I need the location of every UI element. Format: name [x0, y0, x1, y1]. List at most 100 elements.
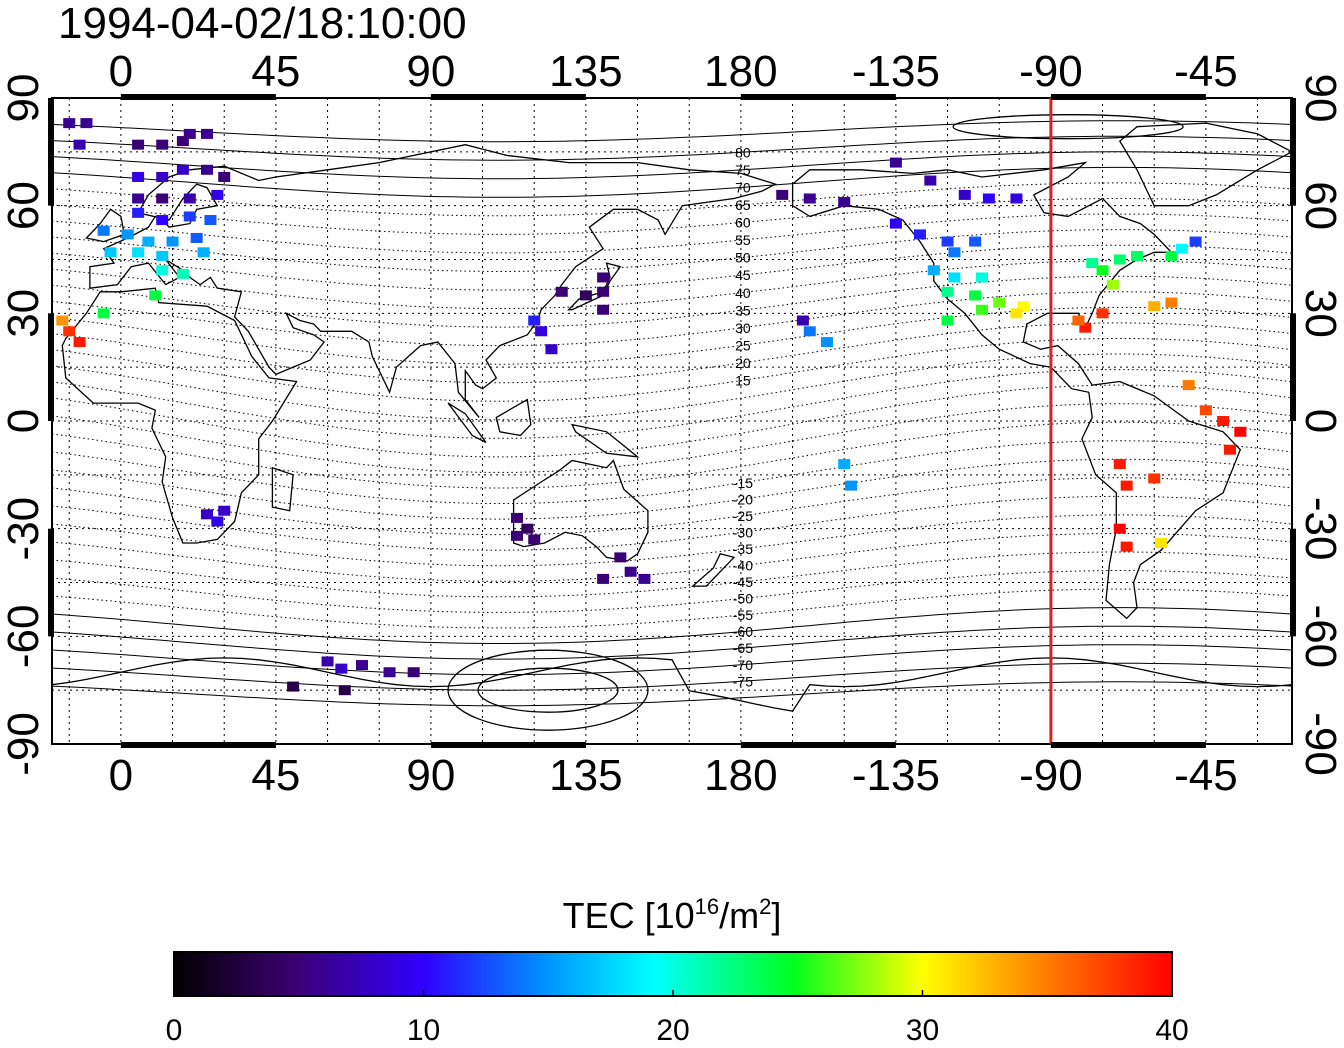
- coastline-path: [61, 287, 298, 544]
- contour-line: [52, 681, 1292, 707]
- tec-point: [218, 171, 231, 182]
- lon-tick-label-top: 135: [549, 47, 622, 96]
- lat-tick-label-right: 0: [1296, 409, 1344, 433]
- tec-point: [218, 505, 231, 516]
- coastline-path: [85, 208, 126, 243]
- tec-point: [1224, 444, 1236, 455]
- contour-line: [52, 607, 1292, 644]
- frame-bar-right: [1290, 313, 1296, 421]
- lon-tick-label-bottom: -90: [1019, 751, 1083, 800]
- frame-bar-left: [48, 98, 54, 206]
- tec-point: [97, 308, 110, 319]
- tec-point: [1010, 193, 1023, 204]
- colorbar-ticks: 0 10 20 30 40: [166, 990, 1189, 1047]
- tec-point: [1113, 523, 1126, 534]
- tec-point: [132, 207, 145, 218]
- contour-labels: 8075706560555045403530252015-15-20-25-30…: [733, 144, 753, 689]
- pole-contour: [447, 649, 649, 731]
- coastline-path: [447, 402, 487, 444]
- tec-point: [597, 304, 610, 315]
- tec-point: [63, 326, 76, 337]
- colorbar: TEC [1016/m2] 0 10 20 30 40: [166, 894, 1189, 1047]
- lat-tick-label-right: 60: [1296, 181, 1344, 230]
- right-latitude-axis: 90 60 30 0 -30 -60 -90: [1296, 74, 1344, 776]
- tec-point: [993, 297, 1006, 308]
- contour-line: [52, 229, 1292, 272]
- coastlines: [52, 122, 1292, 712]
- frame-bar-top: [120, 94, 276, 100]
- frame-bar-right: [1290, 98, 1296, 206]
- colorbar-title-main: TEC [10: [563, 895, 695, 936]
- magnetic-latitude-contours: [52, 114, 1292, 731]
- contour-line: [52, 644, 1292, 676]
- contour-label: -45: [733, 574, 753, 590]
- tec-point: [204, 215, 217, 226]
- lat-tick-label-left: 90: [0, 74, 48, 123]
- lon-tick-label-top: 0: [109, 47, 133, 96]
- tec-point: [176, 136, 189, 147]
- tec-point: [1199, 405, 1212, 416]
- tec-point: [383, 667, 396, 678]
- tec-point: [132, 171, 145, 182]
- tec-point: [132, 193, 145, 204]
- lat-tick-label-right: -60: [1296, 605, 1344, 669]
- contour-line: [52, 213, 1292, 254]
- tec-point: [976, 272, 988, 283]
- tec-point: [156, 193, 169, 204]
- tec-point: [1165, 250, 1178, 261]
- lon-tick-label-bottom: 0: [109, 751, 133, 800]
- coastline-path: [512, 459, 649, 562]
- tec-point: [776, 189, 789, 200]
- tec-point: [545, 344, 558, 355]
- frame-bar-left: [48, 313, 54, 421]
- contour-line: [52, 495, 1292, 551]
- lat-tick-label-left: 60: [0, 181, 48, 230]
- contour-label: 65: [735, 197, 751, 213]
- tec-point: [821, 337, 833, 348]
- tec-point: [1017, 301, 1030, 312]
- contour-line: [52, 458, 1292, 520]
- antarctica-coastline: [52, 657, 1292, 712]
- lat-tick-label-right: -30: [1296, 497, 1344, 561]
- tec-point: [555, 286, 568, 297]
- contour-line: [52, 244, 1292, 291]
- tec-point: [190, 232, 203, 243]
- tec-point: [1096, 265, 1109, 276]
- colorbar-title-end: ]: [771, 895, 781, 936]
- colorbar-tick-label: 40: [1155, 1014, 1188, 1047]
- contour-label: -50: [733, 591, 753, 607]
- tec-point: [579, 290, 592, 301]
- pole-contour: [477, 667, 619, 713]
- tec-point: [535, 326, 548, 337]
- contour-label: 45: [735, 267, 751, 283]
- contour-line: [52, 182, 1292, 217]
- frame-bar-right: [1290, 528, 1296, 637]
- contour-label: 55: [735, 232, 751, 248]
- tec-point: [958, 189, 971, 200]
- tec-point: [1175, 243, 1188, 254]
- tec-point: [201, 128, 213, 139]
- contour-label: -70: [733, 657, 753, 673]
- lon-tick-label-top: -135: [852, 47, 940, 96]
- lat-tick-label-left: 30: [0, 289, 48, 338]
- tec-point: [969, 290, 982, 301]
- tec-point: [56, 315, 69, 326]
- colorbar-title-exponent-2: 2: [759, 894, 771, 919]
- tec-point: [132, 139, 145, 150]
- tec-point: [156, 171, 169, 182]
- contour-line: [52, 120, 1292, 143]
- tec-point: [597, 286, 610, 297]
- lon-tick-label-top: 90: [406, 47, 455, 96]
- tec-point: [976, 304, 988, 315]
- lon-tick-label-bottom: -45: [1174, 751, 1238, 800]
- tec-point: [156, 250, 169, 261]
- contour-label: -20: [733, 491, 753, 507]
- tec-point: [1113, 459, 1126, 470]
- tec-point: [407, 667, 420, 678]
- frame-bar-top: [430, 94, 586, 100]
- tec-point: [597, 573, 610, 584]
- tec-point: [1182, 380, 1195, 391]
- tec-point: [156, 215, 169, 226]
- tec-point: [183, 193, 196, 204]
